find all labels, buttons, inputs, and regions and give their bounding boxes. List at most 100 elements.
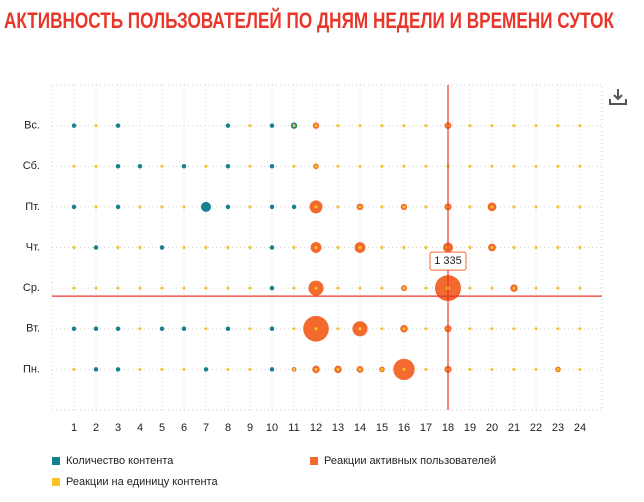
bubble — [138, 205, 142, 209]
bubble — [248, 245, 252, 250]
bubble — [490, 367, 494, 371]
tooltip-label: 1 335 — [434, 255, 462, 267]
bubble — [468, 245, 472, 250]
bubble — [534, 124, 538, 128]
bubble — [93, 245, 99, 250]
bubble — [269, 164, 275, 169]
bubble — [292, 327, 296, 331]
bubble — [402, 205, 406, 209]
bubble — [468, 124, 472, 128]
bubble — [269, 123, 275, 128]
x-tick-label: 17 — [420, 422, 432, 434]
bubble — [556, 286, 560, 290]
legend-swatch — [310, 457, 318, 465]
bubble — [402, 164, 406, 168]
bubble — [556, 124, 560, 128]
bubble — [248, 367, 252, 371]
x-tick-label: 13 — [332, 422, 344, 434]
bubble — [336, 286, 340, 290]
bubble — [248, 327, 252, 331]
bubble — [490, 245, 494, 250]
bubble — [402, 367, 406, 371]
bubble — [138, 245, 142, 250]
bubble — [182, 286, 186, 290]
bubble — [468, 205, 472, 209]
y-tick-label: Вт. — [26, 323, 40, 335]
y-tick-label: Сб. — [23, 160, 40, 172]
bubble — [490, 164, 494, 168]
bubble — [512, 367, 516, 371]
bubble — [314, 327, 318, 331]
bubble — [380, 124, 384, 128]
bubble — [424, 124, 428, 128]
x-tick-label: 7 — [203, 422, 209, 434]
bubble — [203, 367, 209, 372]
bubble — [314, 164, 318, 168]
bubble — [358, 164, 362, 168]
bubble — [116, 286, 120, 290]
legend-label: Реакции активных пользователей — [324, 455, 496, 467]
bubble — [468, 286, 472, 290]
x-tick-label: 23 — [552, 422, 564, 434]
bubble — [291, 204, 297, 210]
bubble — [292, 245, 296, 250]
bubble — [380, 286, 384, 290]
bubble — [512, 245, 516, 250]
bubble — [336, 245, 340, 250]
bubble — [578, 124, 582, 128]
bubble — [512, 205, 516, 209]
x-tick-label: 14 — [354, 422, 366, 434]
bubble — [402, 245, 406, 250]
bubble — [314, 245, 318, 250]
bubble — [248, 124, 252, 128]
bubble — [248, 286, 252, 290]
bubble — [138, 327, 142, 331]
bubble — [556, 205, 560, 209]
bubble — [380, 327, 384, 331]
y-tick-label: Ср. — [23, 282, 40, 294]
legend-label: Реакции на единицу контента — [66, 476, 218, 488]
x-tick-label: 1 — [71, 422, 77, 434]
bubble — [292, 367, 296, 371]
bubble — [292, 286, 296, 290]
bubble — [226, 367, 230, 371]
x-tick-label: 3 — [115, 422, 121, 434]
bubble — [358, 367, 362, 371]
bubble — [490, 327, 494, 331]
bubble — [94, 124, 98, 128]
x-tick-label: 22 — [530, 422, 542, 434]
bubble — [578, 367, 582, 371]
x-tick-label: 18 — [442, 422, 454, 434]
bubble — [336, 327, 340, 331]
x-tick-label: 11 — [288, 422, 299, 434]
x-tick-label: 8 — [225, 422, 231, 434]
bubble — [424, 286, 428, 290]
bubble — [402, 124, 406, 128]
x-tick-label: 16 — [398, 422, 410, 434]
bubble — [116, 245, 120, 250]
bubble — [534, 367, 538, 371]
x-tick-label: 12 — [310, 422, 322, 434]
bubble — [137, 164, 143, 169]
x-tick-label: 15 — [376, 422, 388, 434]
bubble — [94, 205, 98, 209]
bubble — [380, 205, 384, 209]
bubble — [226, 286, 230, 290]
bubble — [424, 367, 428, 371]
bubble — [71, 204, 77, 210]
bubble — [556, 164, 560, 168]
bubble — [181, 326, 187, 331]
bubble — [512, 124, 516, 128]
download-button[interactable] — [609, 89, 627, 105]
y-tick-label: Пт. — [25, 201, 40, 213]
bubble — [115, 123, 121, 128]
bubble — [159, 245, 165, 250]
bubble — [94, 164, 98, 168]
bubble — [204, 286, 208, 290]
bubble — [181, 164, 187, 169]
bubble — [115, 367, 121, 372]
bubble — [314, 205, 318, 209]
bubble — [292, 164, 296, 168]
download-icon — [609, 99, 627, 105]
x-tick-label: 2 — [93, 422, 99, 434]
